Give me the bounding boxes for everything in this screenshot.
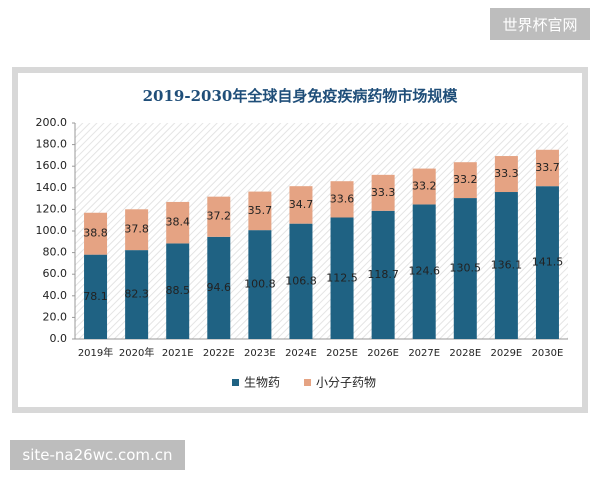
bar-segment: [412, 168, 436, 205]
value-label: 106.8: [285, 274, 317, 287]
y-tick-label: 0.0: [50, 332, 68, 345]
bar-segment: [207, 236, 231, 339]
bar-segment: [412, 204, 436, 339]
value-label: 38.4: [165, 216, 190, 229]
y-tick-label: 100.0: [36, 224, 68, 237]
value-label: 37.2: [207, 210, 232, 223]
bar-segment: [166, 243, 190, 339]
value-label: 37.8: [124, 223, 149, 236]
bar-segment: [84, 254, 108, 339]
x-tick-label: 2020年: [119, 346, 154, 359]
chart-title: 2019-2030年全球自身免疫疾病药物市场规模: [143, 87, 459, 105]
x-tick-label: 2023E: [244, 348, 276, 359]
x-tick-label: 2022E: [203, 348, 235, 359]
y-tick-label: 20.0: [43, 310, 68, 323]
value-label: 112.5: [326, 271, 358, 284]
value-label: 124.6: [408, 265, 440, 278]
bar-segment: [289, 223, 313, 339]
value-label: 78.1: [83, 290, 108, 303]
bar-segment: [453, 198, 477, 339]
bar-segment: [84, 212, 108, 255]
y-tick-label: 140.0: [36, 181, 68, 194]
y-tick-label: 60.0: [43, 267, 68, 280]
value-label: 33.7: [535, 161, 560, 174]
value-label: 88.5: [165, 284, 190, 297]
x-tick-label: 2019年: [78, 346, 113, 359]
value-label: 130.5: [450, 262, 482, 275]
bar-segment: [125, 209, 149, 251]
y-tick-label: 80.0: [43, 246, 68, 259]
bar-segment: [166, 201, 190, 244]
bar-segment: [535, 186, 559, 339]
y-tick-label: 120.0: [36, 202, 68, 215]
value-label: 136.1: [491, 259, 523, 272]
bar-segment: [453, 162, 477, 199]
x-tick-label: 2030E: [532, 348, 564, 359]
value-label: 33.3: [371, 186, 396, 199]
bar-segment: [330, 181, 354, 218]
legend-swatch: [232, 379, 239, 386]
bar-segment: [371, 210, 395, 339]
legend-label: 小分子药物: [316, 376, 376, 390]
y-tick-label: 160.0: [36, 159, 68, 172]
legend-label: 生物药: [244, 376, 280, 390]
x-tick-label: 2025E: [326, 348, 358, 359]
legend-swatch: [304, 379, 312, 386]
bar-segment: [207, 196, 231, 237]
value-label: 118.7: [367, 268, 399, 281]
bar-segment: [330, 217, 354, 339]
x-tick-label: 2021E: [162, 348, 194, 359]
value-label: 35.7: [248, 204, 273, 217]
value-label: 94.6: [207, 281, 232, 294]
bar-segment: [371, 174, 395, 211]
x-tick-label: 2029E: [490, 348, 522, 359]
watermark: site-na26wc.com.cn: [10, 440, 185, 470]
x-tick-label: 2027E: [408, 348, 440, 359]
y-tick-label: 40.0: [43, 289, 68, 302]
bar-segment: [494, 156, 518, 193]
bar-segment: [289, 186, 313, 224]
value-label: 33.2: [453, 173, 478, 186]
value-label: 33.2: [412, 180, 437, 193]
value-label: 33.3: [494, 167, 519, 180]
x-tick-label: 2024E: [285, 348, 317, 359]
value-label: 141.5: [532, 256, 564, 269]
x-tick-label: 2026E: [367, 348, 399, 359]
value-label: 34.7: [289, 198, 314, 211]
bar-segment: [248, 191, 272, 231]
value-label: 82.3: [124, 288, 149, 301]
watermark: 世界杯官网: [490, 8, 590, 40]
bar-segment: [125, 250, 149, 339]
y-tick-label: 180.0: [36, 138, 68, 151]
y-tick-label: 200.0: [36, 116, 68, 129]
bar-segment: [535, 149, 559, 187]
value-label: 100.8: [244, 278, 276, 291]
value-label: 33.6: [330, 192, 355, 205]
plot-area: [75, 123, 568, 339]
x-tick-label: 2028E: [449, 348, 481, 359]
value-label: 38.8: [83, 227, 108, 240]
bar-segment: [494, 192, 518, 339]
bar-segment: [248, 230, 272, 339]
